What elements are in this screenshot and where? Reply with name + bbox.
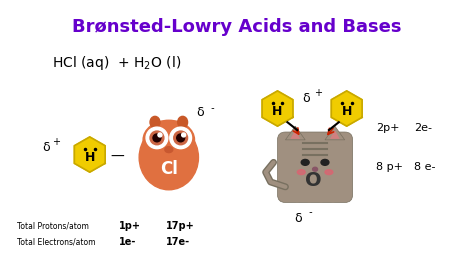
Text: H: H — [341, 105, 352, 118]
Text: +: + — [314, 88, 322, 98]
Polygon shape — [330, 130, 340, 139]
Circle shape — [182, 133, 186, 137]
Polygon shape — [325, 126, 345, 140]
Ellipse shape — [304, 195, 314, 202]
Ellipse shape — [313, 167, 318, 171]
Circle shape — [174, 131, 188, 145]
Polygon shape — [331, 91, 362, 126]
Ellipse shape — [143, 120, 194, 159]
Polygon shape — [74, 137, 105, 172]
Ellipse shape — [292, 195, 302, 202]
Text: 17e-: 17e- — [166, 237, 190, 247]
Text: +: + — [52, 137, 60, 147]
Ellipse shape — [297, 170, 305, 174]
Text: Total Electrons/atom: Total Electrons/atom — [17, 237, 95, 246]
Circle shape — [170, 127, 191, 149]
Text: -: - — [209, 103, 215, 113]
Circle shape — [153, 134, 161, 142]
Text: 1e-: 1e- — [119, 237, 137, 247]
Ellipse shape — [325, 170, 333, 174]
Text: O: O — [305, 172, 321, 190]
Text: δ: δ — [197, 106, 204, 119]
Ellipse shape — [165, 147, 173, 153]
Circle shape — [177, 134, 184, 142]
Text: H: H — [84, 151, 95, 164]
Ellipse shape — [328, 195, 338, 202]
Text: H: H — [273, 105, 283, 118]
Ellipse shape — [321, 159, 329, 165]
Ellipse shape — [150, 116, 160, 128]
Circle shape — [158, 133, 162, 137]
Polygon shape — [285, 126, 305, 140]
Text: 17p+: 17p+ — [166, 221, 195, 231]
Text: δ: δ — [294, 212, 302, 225]
Ellipse shape — [178, 116, 188, 128]
Ellipse shape — [316, 195, 326, 202]
Text: HCl (aq)  + H$_2$O (l): HCl (aq) + H$_2$O (l) — [52, 54, 182, 72]
Text: Total Protons/atom: Total Protons/atom — [17, 222, 89, 231]
Text: δ: δ — [42, 141, 50, 154]
Circle shape — [150, 131, 164, 145]
Text: 2e-: 2e- — [414, 123, 432, 133]
Circle shape — [146, 127, 168, 149]
FancyBboxPatch shape — [277, 132, 353, 202]
Text: 2p+: 2p+ — [376, 123, 400, 133]
Text: Cl: Cl — [160, 160, 178, 178]
Text: 1p+: 1p+ — [119, 221, 141, 231]
Text: δ: δ — [302, 92, 310, 105]
Text: -: - — [306, 207, 313, 217]
Polygon shape — [262, 91, 293, 126]
Text: 8 p+: 8 p+ — [376, 162, 403, 172]
Text: Brønsted-Lowry Acids and Bases: Brønsted-Lowry Acids and Bases — [72, 18, 402, 36]
Text: —: — — [110, 149, 124, 164]
Ellipse shape — [301, 159, 309, 165]
Text: 8 e-: 8 e- — [414, 162, 436, 172]
Ellipse shape — [139, 125, 199, 190]
Polygon shape — [291, 130, 300, 139]
